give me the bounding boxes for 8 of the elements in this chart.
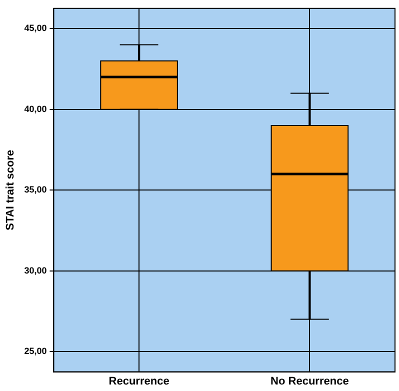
y-tick-label: 25,00 — [24, 346, 47, 356]
x-tick-label: No Recurrence — [270, 375, 349, 388]
y-tick-label: 40,00 — [24, 104, 47, 114]
y-tick-label: 45,00 — [24, 23, 47, 34]
y-tick-label: 35,00 — [24, 184, 47, 195]
y-axis-title: STAI trait score — [4, 150, 17, 230]
x-tick-label: Recurrence — [108, 375, 170, 388]
y-tick-label: 30,00 — [24, 265, 47, 276]
